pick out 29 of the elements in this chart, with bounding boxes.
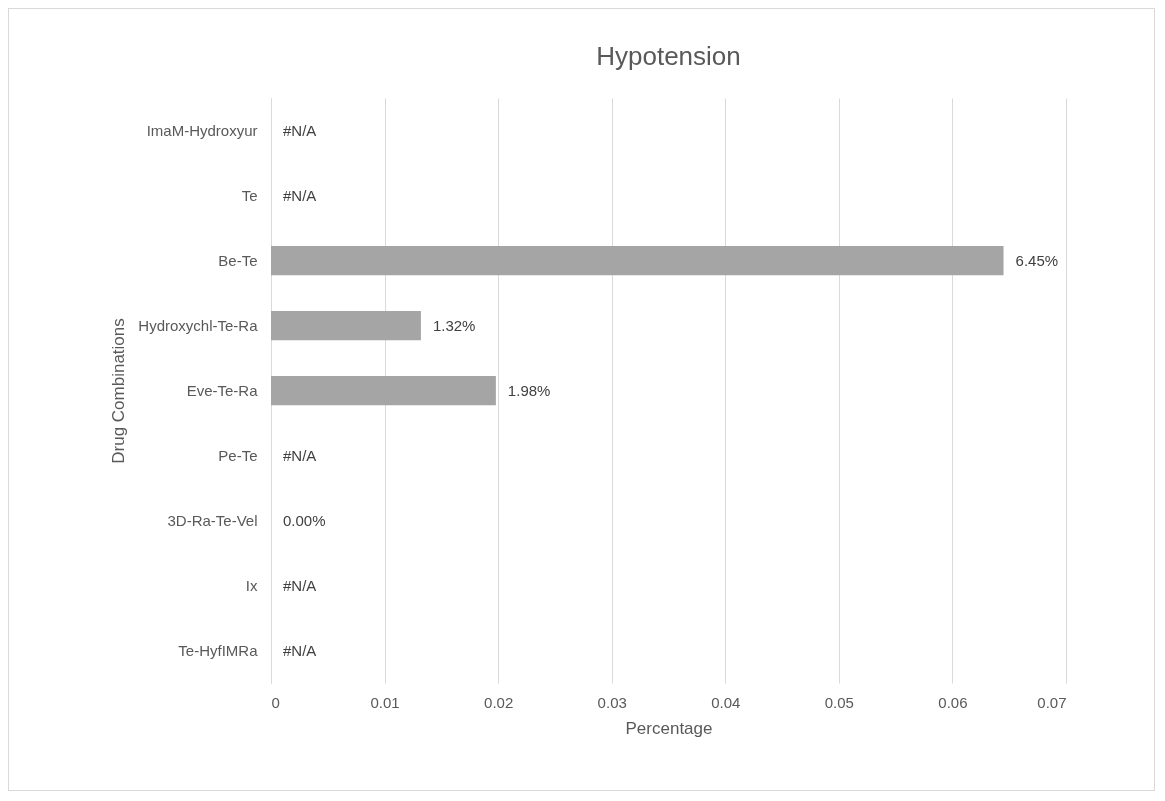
x-tick-label: 0.04 [711,693,741,711]
chart-title: Hypotension [596,41,741,71]
text: #N/A [283,576,317,594]
data-label: 1.32% [432,316,476,334]
text: #N/A [283,446,317,464]
x-tick-label: 0.05 [824,693,854,711]
y-tick-label: Hydroxychl-Te-Ra [138,316,259,334]
data-label: 6.45% [1015,251,1059,269]
y-tick-label: Ix [245,576,258,594]
x-axis-title: Percentage [625,718,713,738]
y-tick-label: Eve-Te-Ra [186,381,259,399]
x-tick-label: 0.03 [597,693,627,711]
text: #N/A [283,186,317,204]
x-tick-label: 0.06 [938,693,968,711]
x-tick-label: 0.02 [484,693,514,711]
y-tick-label: 3D-Ra-Te-Vel [167,511,258,529]
data-label: 0.00% [283,511,326,529]
y-tick-label: Pe-Te [218,446,258,464]
x-tick-label: 0.07 [1037,693,1067,711]
text: #N/A [283,641,317,659]
y-axis-title: Drug Combinations [109,318,129,464]
y-tick-label: Be-Te [218,251,258,269]
text: #N/A [283,121,317,139]
x-tick-label: 0.01 [370,693,400,711]
data-label: 1.98% [507,381,551,399]
x-tick-label: 0 [271,693,280,711]
y-tick-label: Te [241,186,258,204]
y-tick-label: Te-HyfIMRa [178,641,259,659]
y-tick-label: ImaM-Hydroxyur [146,121,258,139]
